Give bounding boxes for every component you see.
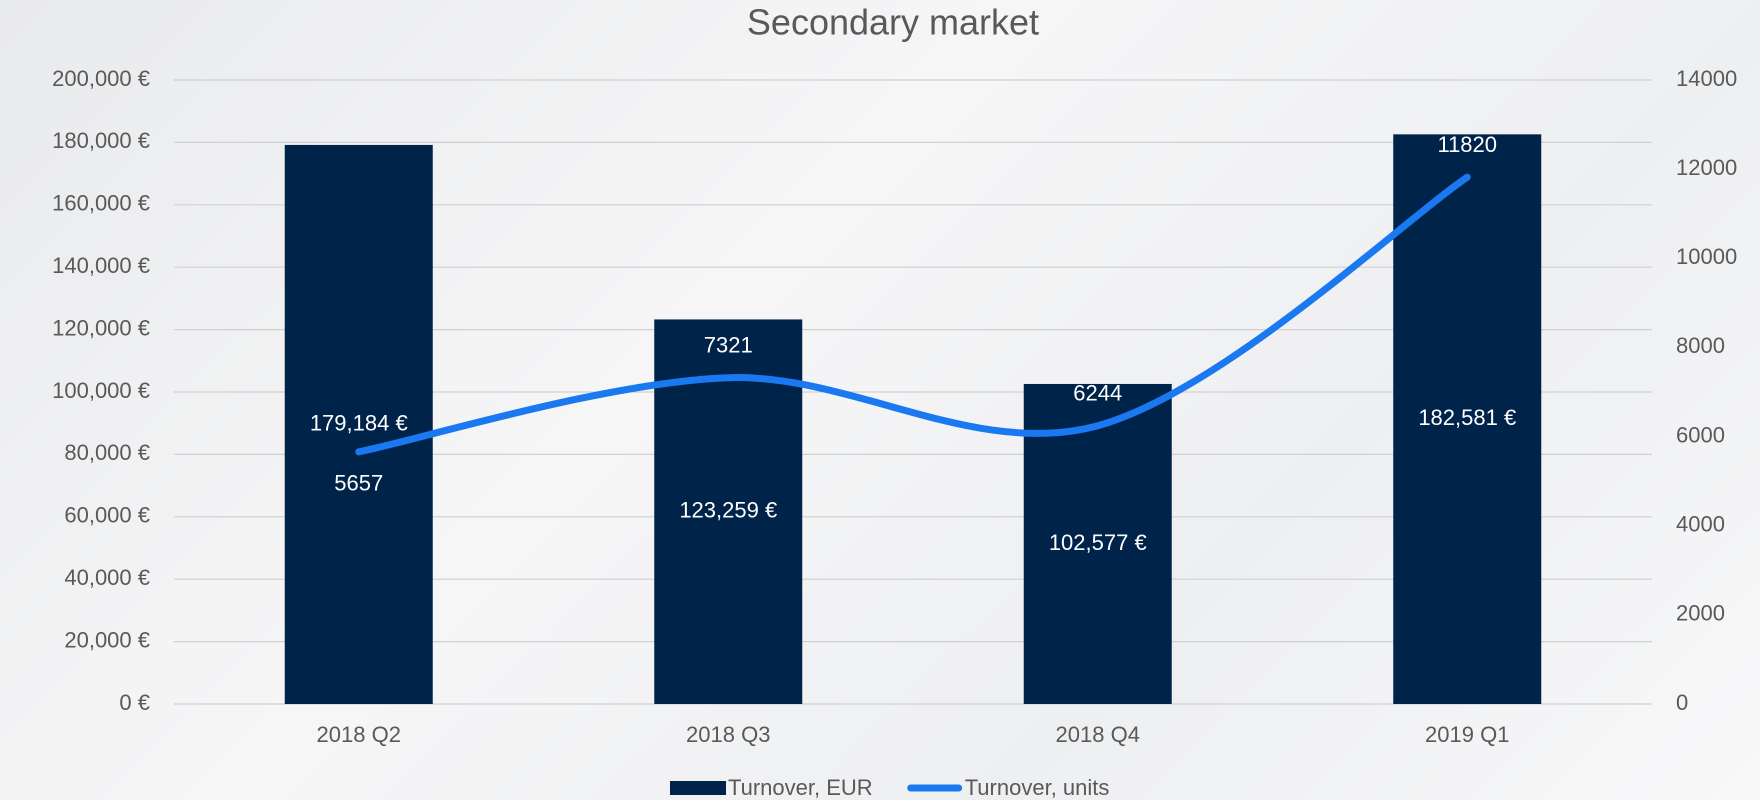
- y-tick-label: 60,000 €: [64, 503, 150, 528]
- data-label: 5657: [334, 471, 383, 496]
- data-label: 102,577 €: [1049, 530, 1147, 555]
- y-tick-label: 40,000 €: [64, 565, 150, 590]
- legend-label: Turnover, EUR: [728, 775, 873, 800]
- y-tick-label: 20,000 €: [64, 627, 150, 652]
- x-tick-label: 2018 Q4: [1056, 722, 1140, 747]
- x-tick-label: 2019 Q1: [1425, 722, 1509, 747]
- data-label: 182,581 €: [1418, 405, 1516, 430]
- data-label: 6244: [1073, 381, 1122, 406]
- data-label: 123,259 €: [679, 498, 777, 523]
- bar: [1023, 383, 1172, 704]
- y-tick-label: 200,000 €: [52, 66, 150, 91]
- legend-swatch: [670, 781, 726, 795]
- y-tick-label: 140,000 €: [52, 253, 150, 278]
- chart-title: Secondary market: [747, 2, 1039, 43]
- x-tick-label: 2018 Q3: [686, 722, 770, 747]
- y-tick-label: 160,000 €: [52, 191, 150, 216]
- x-tick-label: 2018 Q2: [317, 722, 401, 747]
- line: [355, 173, 1471, 456]
- y-tick-label: 120,000 €: [52, 315, 150, 340]
- y-tick-label: 100,000 €: [52, 378, 150, 403]
- bar: [284, 144, 433, 704]
- y2-tick-label: 14000: [1676, 66, 1737, 91]
- data-label: 7321: [704, 333, 753, 358]
- legend-label: Turnover, units: [965, 775, 1110, 800]
- y2-tick-label: 10000: [1676, 244, 1737, 269]
- y-tick-label: 180,000 €: [52, 128, 150, 153]
- bar: [1393, 134, 1542, 704]
- y-tick-label: 0 €: [119, 690, 150, 715]
- y2-tick-label: 12000: [1676, 155, 1737, 180]
- data-label: 11820: [1437, 132, 1497, 157]
- data-label: 179,184 €: [310, 410, 408, 435]
- y2-tick-label: 4000: [1676, 512, 1725, 537]
- y2-tick-label: 0: [1676, 690, 1688, 715]
- y-tick-label: 80,000 €: [64, 440, 150, 465]
- y2-tick-label: 8000: [1676, 333, 1725, 358]
- y2-tick-label: 6000: [1676, 422, 1725, 447]
- y2-tick-label: 2000: [1676, 601, 1725, 626]
